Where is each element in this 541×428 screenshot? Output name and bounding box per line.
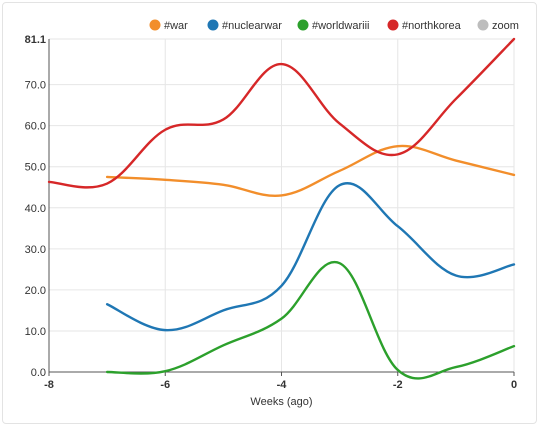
data-point-nuclearwar[interactable] [512,262,517,267]
y-tick-label: 30.0 [25,244,46,256]
legend-label: #northkorea [402,20,462,32]
data-point-northkorea[interactable] [163,127,168,132]
series-line-war[interactable] [105,144,516,198]
data-point-northkorea[interactable] [105,181,110,186]
legend-swatch [297,19,309,31]
data-point-worldwariii[interactable] [279,316,284,321]
data-point-war[interactable] [163,177,168,182]
data-point-worldwariii[interactable] [163,369,168,374]
y-tick-label: 70.0 [25,80,46,92]
data-point-northkorea[interactable] [279,62,284,67]
data-point-worldwariii[interactable] [105,370,110,375]
data-point-nuclearwar[interactable] [221,308,226,313]
y-tick-label: 40.0 [25,203,46,215]
x-tick-label: -4 [277,379,288,391]
data-point-war[interactable] [512,172,517,177]
data-point-worldwariii[interactable] [337,261,342,266]
series-lines [47,37,517,380]
y-tick-label: 10.0 [25,326,46,338]
data-point-nuclearwar[interactable] [395,224,400,229]
y-tick-label: 0.0 [31,367,46,379]
x-tick-label: 0 [511,379,517,391]
data-point-worldwariii[interactable] [512,344,517,349]
data-point-northkorea[interactable] [221,117,226,122]
legend-swatch [207,19,219,31]
series-line-northkorea[interactable] [47,37,516,189]
legend-swatch [477,19,489,31]
legend[interactable]: #war #nuclearwar #worldwariii #northkorea zo… [149,19,519,33]
legend-item-northkorea[interactable]: #northkorea [387,19,462,33]
data-point-war[interactable] [395,144,400,149]
data-point-northkorea[interactable] [512,37,517,42]
data-point-northkorea[interactable] [395,152,400,157]
legend-item-war[interactable]: #war [149,19,189,33]
x-tick-label: -2 [393,379,403,391]
x-tick-label: -6 [160,379,170,391]
series-line-nuclearwar[interactable] [105,182,516,332]
x-axis-title: Weeks (ago) [250,396,312,408]
data-point-nuclearwar[interactable] [163,328,168,333]
legend-item-worldwariii[interactable]: #worldwariii [297,19,370,33]
grid-lines [48,38,515,373]
data-point-worldwariii[interactable] [395,367,400,372]
data-point-war[interactable] [221,182,226,187]
legend-label: #nuclearwar [222,20,282,32]
y-tick-label: 50.0 [25,162,46,174]
data-point-nuclearwar[interactable] [453,273,458,278]
data-point-worldwariii[interactable] [221,343,226,348]
legend-swatch [149,19,161,31]
legend-label: #worldwariii [312,20,369,32]
axes: 0.0 10.0 20.0 30.0 40.0 50.0 60.0 70.0 81.1 -8 -6 -… [25,34,517,391]
data-point-northkorea[interactable] [453,96,458,101]
data-point-nuclearwar[interactable] [279,283,284,288]
data-point-war[interactable] [105,174,110,179]
y-tick-label: 60.0 [25,121,46,133]
data-point-war[interactable] [279,193,284,198]
series-line-worldwariii[interactable] [105,260,516,380]
data-point-worldwariii[interactable] [453,365,458,370]
chart-card [2,2,537,424]
data-point-war[interactable] [337,168,342,173]
data-point-northkorea[interactable] [47,179,52,184]
y-tick-label: 81.1 [25,34,46,46]
data-point-nuclearwar[interactable] [337,183,342,188]
legend-item-nuclearwar[interactable]: #nuclearwar [207,19,283,33]
legend-item-zoom[interactable]: zoom [477,19,519,33]
legend-label: #war [164,20,188,32]
data-point-nuclearwar[interactable] [105,302,110,307]
data-point-war[interactable] [453,158,458,163]
x-tick-label: -8 [44,379,54,391]
legend-label: zoom [492,20,519,32]
legend-swatch [387,19,399,31]
y-tick-label: 20.0 [25,285,46,297]
data-point-northkorea[interactable] [337,121,342,126]
